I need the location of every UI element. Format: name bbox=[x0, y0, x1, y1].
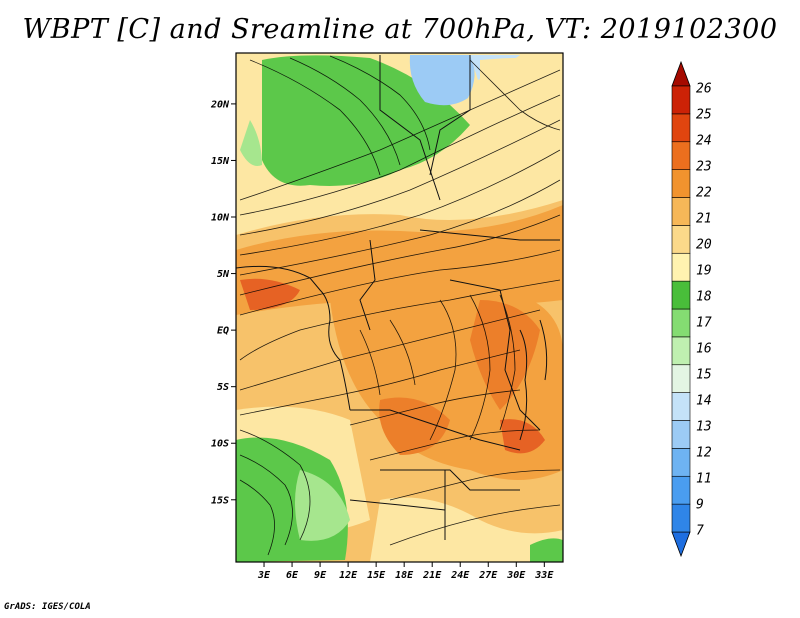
wbpt-field bbox=[236, 53, 563, 562]
lon-tick-label: 30E bbox=[506, 570, 526, 581]
sahara-lightgreen-west bbox=[240, 120, 262, 166]
lon-tick-label: 18E bbox=[395, 570, 414, 581]
colorbar-segment bbox=[671, 475, 691, 505]
rift-dark-orange bbox=[470, 300, 540, 410]
map-title: WBPT [C] and Sreamline at 700hPa, VT: 20… bbox=[22, 14, 778, 45]
colorbar-label: 15 bbox=[696, 368, 712, 383]
lon-tick-label: 9E bbox=[314, 570, 327, 581]
cold-blue-region bbox=[409, 55, 475, 106]
grads-credit: GrADS: IGES/COLA bbox=[4, 602, 91, 612]
colorbar-segment bbox=[671, 280, 691, 310]
colorbar-segment bbox=[671, 113, 691, 143]
lat-axis: 20N 15N 10N 5N EQ 5S 10S 15S bbox=[210, 99, 236, 506]
colorbar-segment bbox=[671, 141, 691, 170]
colorbar-segment bbox=[671, 503, 691, 533]
lon-axis: 3E 6E 9E 12E 15E 18E 21E 24E 27E 30E 33E bbox=[257, 562, 554, 581]
lon-tick-label: 3E bbox=[257, 570, 271, 581]
colorbar-label: 13 bbox=[696, 420, 712, 435]
lon-tick-label: 27E bbox=[478, 570, 498, 581]
southeast-yellow-region bbox=[370, 497, 563, 562]
lon-tick-label: 12E bbox=[339, 570, 358, 581]
lat-tick-label: 10N bbox=[211, 213, 230, 224]
colorbar-label: 16 bbox=[696, 342, 712, 357]
colorbar-segment bbox=[671, 169, 691, 198]
colorbar-label: 12 bbox=[696, 446, 712, 461]
lon-tick-label: 21E bbox=[422, 570, 442, 581]
lon-tick-label: 15E bbox=[367, 570, 386, 581]
colorbar-segment bbox=[671, 85, 691, 115]
colorbar-segment bbox=[671, 252, 691, 282]
colorbar-segment bbox=[671, 336, 691, 366]
colorbar-segment bbox=[671, 448, 691, 477]
lon-tick-label: 6E bbox=[286, 570, 299, 581]
lon-tick-label: 33E bbox=[534, 570, 554, 581]
colorbar-segment bbox=[671, 197, 691, 226]
lat-tick-label: 10S bbox=[211, 439, 229, 450]
colorbar-label: 22 bbox=[696, 186, 712, 201]
colorbar: 7 9 11 12 13 14 15 16 17 18 19 20 21 22 23 24 25 26 bbox=[671, 60, 712, 558]
colorbar-label: 14 bbox=[696, 394, 712, 409]
colorbar-label: 26 bbox=[696, 82, 712, 97]
colorbar-label: 18 bbox=[696, 290, 712, 305]
lat-tick-label: EQ bbox=[217, 326, 229, 337]
colorbar-segment bbox=[671, 364, 691, 393]
east-red-patch bbox=[500, 419, 545, 454]
map-frame bbox=[235, 52, 564, 563]
colorbar-segment bbox=[671, 308, 691, 338]
lat-tick-label: 20N bbox=[210, 99, 230, 110]
se-green-corner bbox=[530, 538, 563, 562]
colorbar-label: 24 bbox=[696, 134, 712, 149]
colorbar-label: 23 bbox=[696, 160, 712, 175]
colorbar-label: 20 bbox=[696, 238, 712, 253]
lon-tick-label: 24E bbox=[450, 570, 470, 581]
colorbar-label: 9 bbox=[696, 498, 704, 513]
colorbar-label: 7 bbox=[696, 524, 704, 539]
lat-tick-label: 5S bbox=[217, 382, 229, 393]
ne-yellow-region bbox=[480, 57, 563, 153]
map-panel bbox=[235, 52, 564, 563]
colorbar-segment bbox=[671, 225, 691, 254]
colorbar-upper-triangle bbox=[671, 60, 691, 87]
country-boundaries bbox=[236, 55, 560, 540]
colorbar-lower-triangle bbox=[671, 531, 691, 558]
colorbar-label: 17 bbox=[696, 316, 712, 331]
lat-tick-label: 15N bbox=[211, 156, 230, 167]
west-red-patch bbox=[240, 278, 300, 310]
colorbar-label: 19 bbox=[696, 264, 712, 279]
lat-tick-label: 5N bbox=[217, 269, 230, 280]
streamlines bbox=[239, 55, 561, 556]
colorbar-segment bbox=[671, 392, 691, 421]
colorbar-segment bbox=[671, 420, 691, 449]
colorbar-label: 25 bbox=[696, 108, 712, 123]
colorbar-label: 11 bbox=[696, 472, 712, 487]
colorbar-label: 21 bbox=[696, 212, 712, 227]
lat-tick-label: 15S bbox=[211, 495, 229, 506]
